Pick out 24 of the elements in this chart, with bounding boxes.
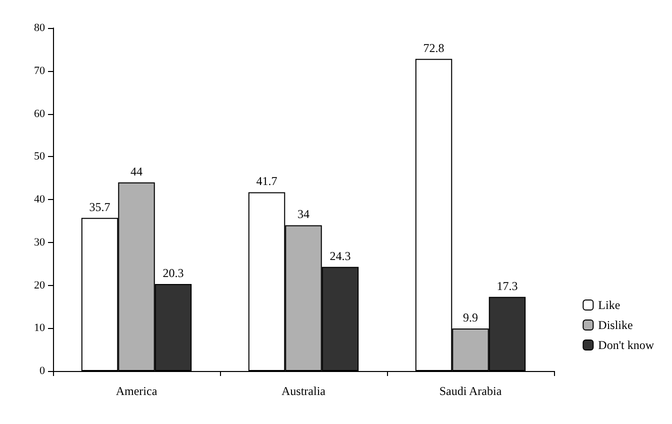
data-label: 44 [130, 164, 142, 178]
y-tick-label: 50 [34, 150, 46, 163]
data-label: 17.3 [496, 278, 518, 293]
y-tick-label: 0 [40, 365, 46, 377]
y-tick-label: 60 [34, 108, 46, 120]
data-label: 72.8 [423, 40, 444, 55]
y-tick-label: 30 [34, 236, 46, 248]
y-tick-label: 80 [34, 22, 46, 34]
x-tick-label: Australia [282, 384, 326, 398]
legend-label: Don't know [598, 338, 654, 352]
data-label: 20.3 [162, 266, 184, 280]
legend-label: Like [598, 298, 620, 312]
x-tick-label: Saudi Arabia [439, 384, 502, 398]
y-tick-label: 40 [34, 194, 46, 206]
data-label: 9.9 [463, 310, 478, 325]
data-label: 24.3 [330, 248, 351, 263]
legend-label: Dislike [598, 318, 633, 332]
x-tick-label: America [116, 384, 158, 398]
y-tick-label: 70 [34, 64, 46, 77]
data-label: 34 [298, 207, 310, 222]
y-tick-label: 10 [34, 322, 46, 334]
y-tick-label: 20 [34, 279, 46, 292]
data-label: 35.7 [89, 200, 110, 214]
data-label: 41.7 [256, 174, 278, 188]
